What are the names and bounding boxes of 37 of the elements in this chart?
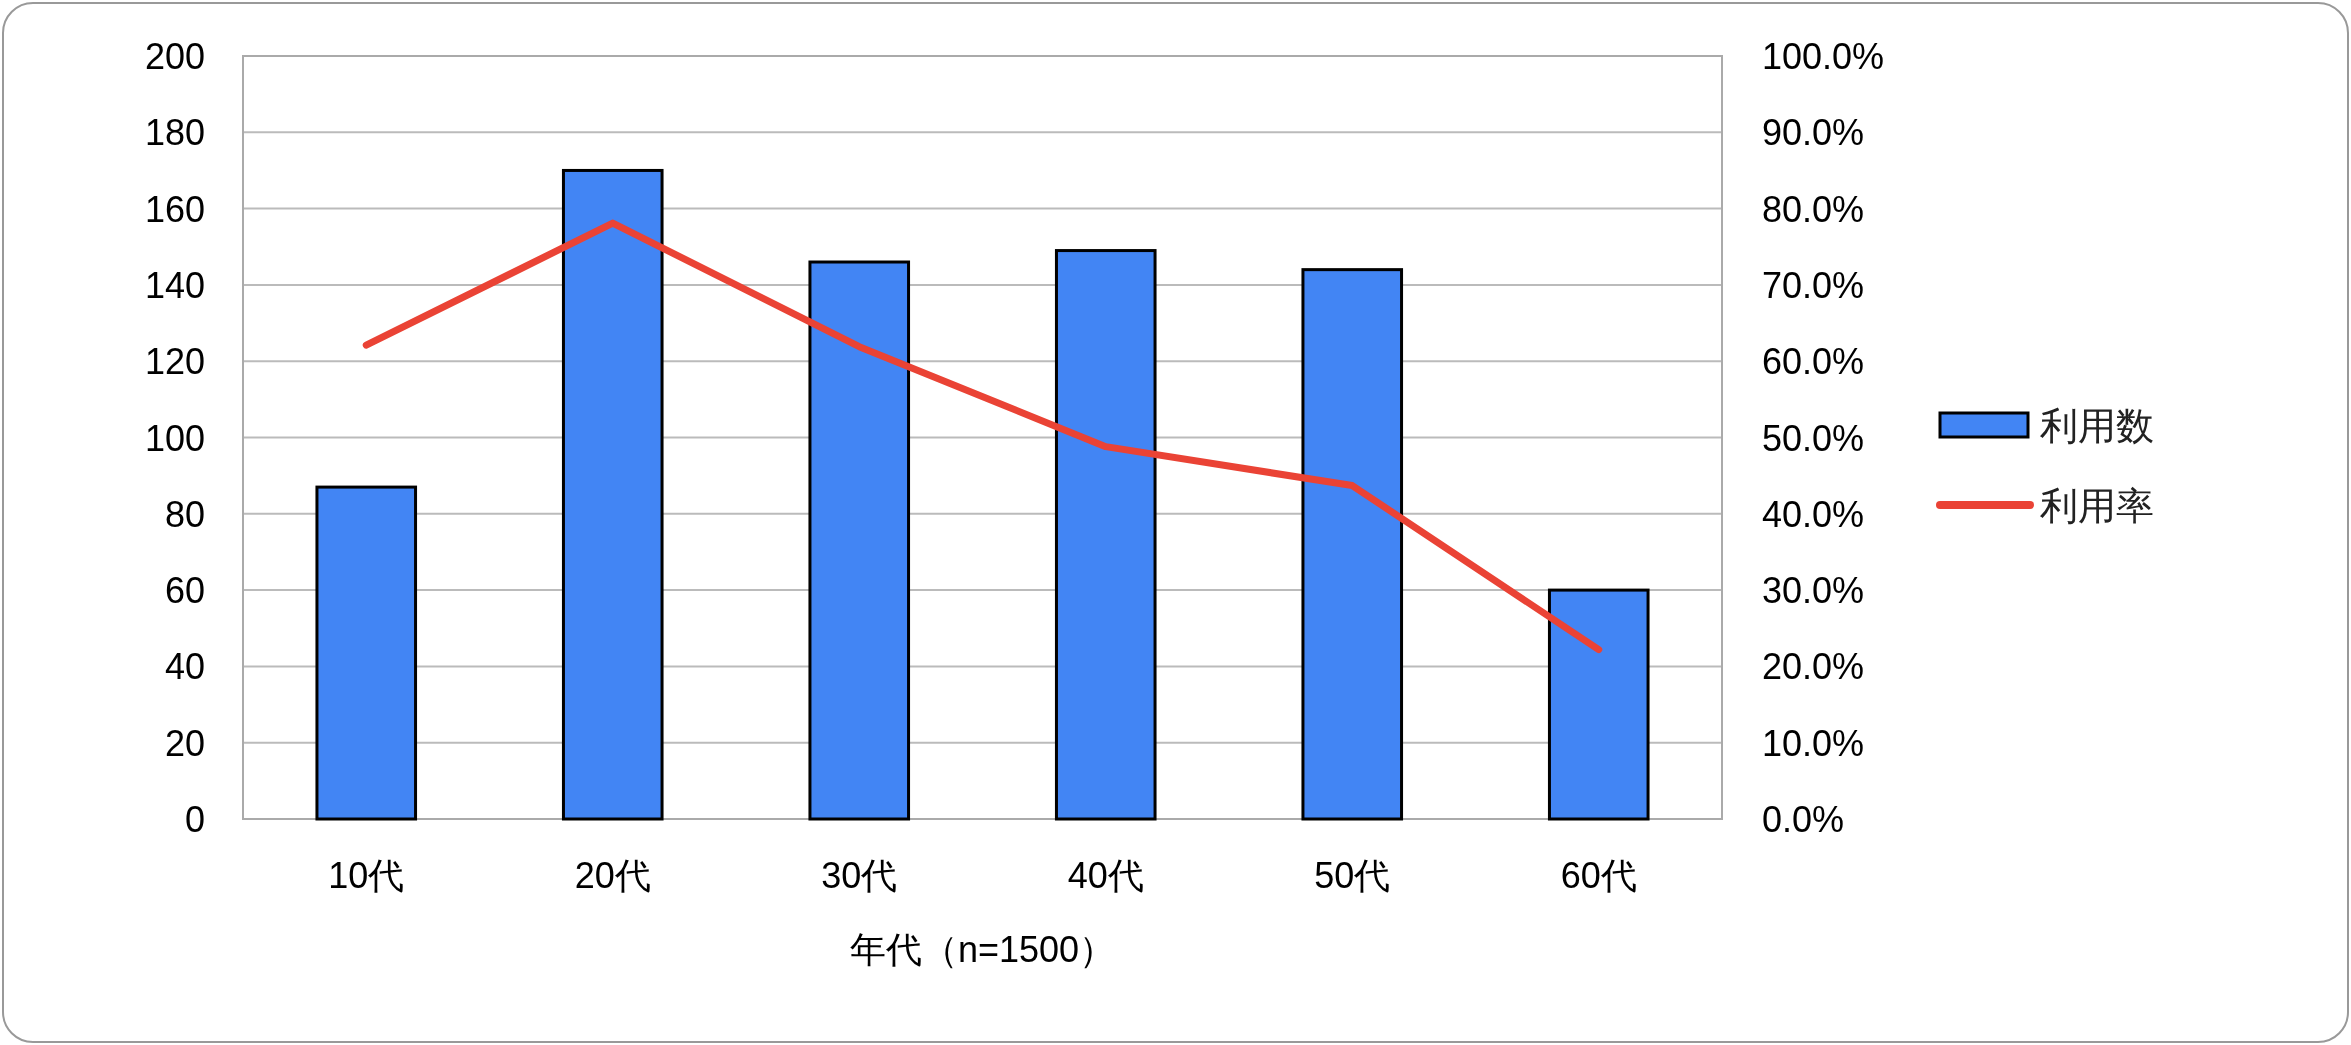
y2-tick-label: 0.0% bbox=[1762, 799, 1845, 840]
y-tick-label: 200 bbox=[144, 36, 205, 77]
y2-tick-label: 80.0% bbox=[1762, 188, 1865, 230]
y2-tick-label: 20.0% bbox=[1762, 646, 1865, 688]
legend-label: 利用数 bbox=[2040, 405, 2154, 447]
y2-tick-label: 10.0% bbox=[1762, 722, 1865, 764]
y-tick-label: 40 bbox=[164, 646, 205, 688]
y2-tick-label: 40.0% bbox=[1762, 493, 1865, 535]
y-tick-label: 80 bbox=[164, 493, 205, 535]
x-tick-label: 30代 bbox=[821, 855, 898, 896]
bar bbox=[315, 485, 418, 821]
y2-tick-label: 60.0% bbox=[1762, 341, 1865, 383]
y2-tick-label: 100.0% bbox=[1762, 36, 1885, 77]
y-tick-label: 100 bbox=[144, 417, 205, 459]
y2-tick-label: 50.0% bbox=[1762, 417, 1865, 459]
x-axis-title: 年代（n=1500） bbox=[849, 929, 1116, 970]
y-tick-label: 140 bbox=[144, 264, 205, 306]
y-tick-label: 60 bbox=[164, 570, 205, 612]
x-tick-label: 50代 bbox=[1314, 855, 1391, 896]
bar bbox=[808, 260, 911, 821]
y2-tick-label: 70.0% bbox=[1762, 264, 1865, 306]
bar bbox=[561, 168, 664, 821]
y-tick-label: 160 bbox=[144, 188, 205, 230]
y-tick-label: 120 bbox=[144, 341, 205, 383]
bar bbox=[1301, 268, 1404, 821]
y2-tick-label: 30.0% bbox=[1762, 570, 1865, 612]
y2-tick-label: 90.0% bbox=[1762, 112, 1865, 154]
x-tick-label: 10代 bbox=[328, 855, 405, 896]
bar bbox=[1547, 588, 1650, 821]
y-tick-label: 0 bbox=[184, 799, 205, 840]
y-tick-label: 180 bbox=[144, 112, 205, 154]
bar bbox=[1054, 249, 1157, 821]
x-tick-label: 60代 bbox=[1560, 855, 1637, 896]
legend-label: 利用率 bbox=[2040, 485, 2154, 527]
y-tick-label: 20 bbox=[164, 722, 205, 764]
x-tick-label: 20代 bbox=[574, 855, 651, 896]
x-tick-label: 40代 bbox=[1067, 855, 1144, 896]
